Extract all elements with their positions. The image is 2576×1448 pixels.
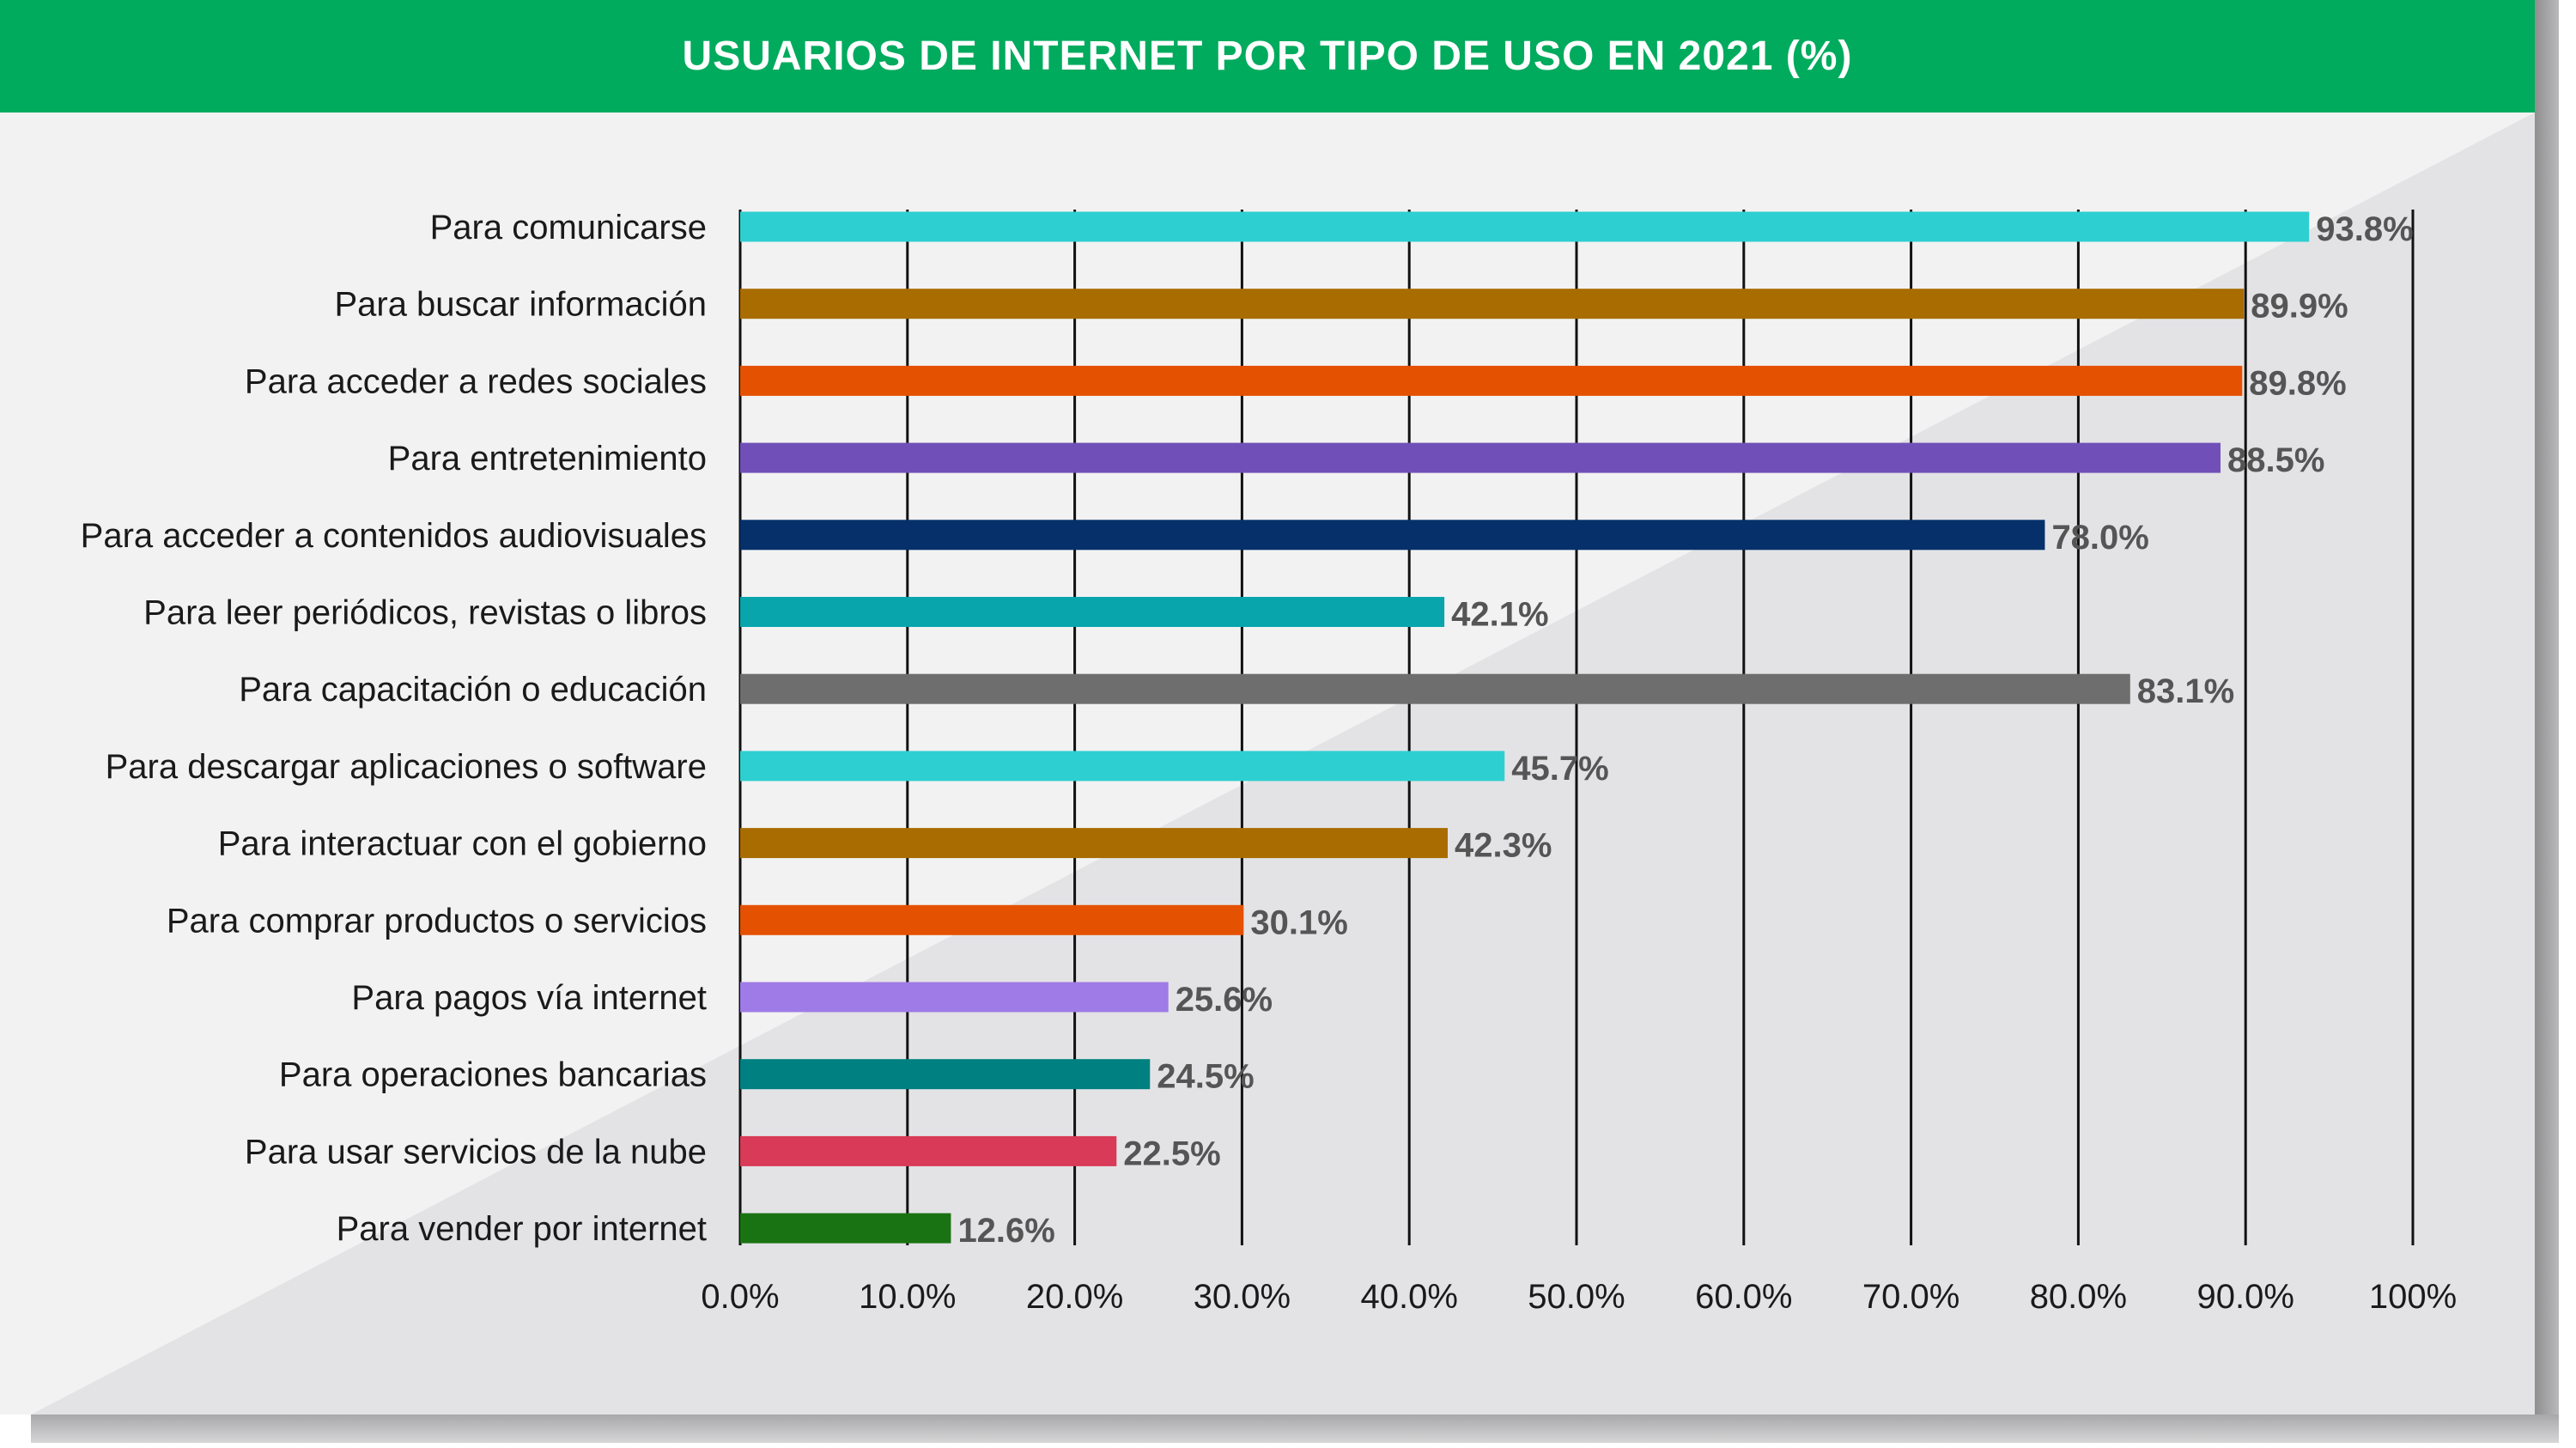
value-label: 42.1% xyxy=(1451,596,1548,634)
bar xyxy=(740,1059,1151,1090)
value-label: 83.1% xyxy=(2137,672,2234,710)
bar xyxy=(740,1135,1117,1166)
value-label: 25.6% xyxy=(1176,981,1273,1019)
bar xyxy=(740,520,2045,551)
category-label: Para entretenimiento xyxy=(388,440,707,478)
card-shadow-right xyxy=(2535,0,2559,1443)
value-label: 12.6% xyxy=(957,1212,1054,1250)
category-label: Para acceder a redes sociales xyxy=(245,362,707,400)
header-banner: USUARIOS DE INTERNET POR TIPO DE USO EN … xyxy=(0,0,2535,113)
category-label: Para comunicarse xyxy=(430,209,707,246)
category-label: Para acceder a contenidos audiovisuales xyxy=(81,517,707,555)
x-tick-label: 40.0% xyxy=(1360,1278,1457,1316)
value-label: 89.9% xyxy=(2251,288,2348,325)
x-tick-label: 30.0% xyxy=(1194,1278,1291,1316)
x-tick-label: 20.0% xyxy=(1026,1278,1123,1316)
category-label: Para comprar productos o servicios xyxy=(167,902,707,940)
category-label: Para interactuar con el gobierno xyxy=(218,825,707,863)
value-label: 93.8% xyxy=(2316,210,2413,248)
bar xyxy=(740,365,2243,396)
value-label: 24.5% xyxy=(1157,1058,1254,1096)
bar xyxy=(740,211,2310,242)
bar xyxy=(740,982,1169,1013)
x-tick-label: 90.0% xyxy=(2196,1278,2293,1316)
x-tick-label: 10.0% xyxy=(859,1278,956,1316)
x-tick-label: 60.0% xyxy=(1695,1278,1792,1316)
bar xyxy=(740,1213,951,1244)
bar xyxy=(740,289,2245,319)
category-label: Para operaciones bancarias xyxy=(279,1056,707,1094)
category-label: Para descargar aplicaciones o software xyxy=(106,748,707,786)
bar-chart: 0.0% 10.0% 20.0% 30.0% 40.0% 50.0% 60.0% 70.0% 8… xyxy=(81,209,2458,1316)
category-label: Para vender por internet xyxy=(337,1210,707,1248)
chart-card: USUARIOS DE INTERNET POR TIPO DE USO EN … xyxy=(0,0,2535,1415)
value-label: 88.5% xyxy=(2227,441,2324,479)
x-tick-label: 80.0% xyxy=(2030,1278,2127,1316)
bar xyxy=(740,442,2221,473)
category-label: Para leer periódicos, revistas o libros xyxy=(143,594,707,632)
x-tick-label: 50.0% xyxy=(1528,1278,1625,1316)
bar xyxy=(740,828,1449,859)
value-label: 30.1% xyxy=(1250,903,1347,941)
x-tick-label: 70.0% xyxy=(1862,1278,1959,1316)
category-label: Para buscar información xyxy=(334,286,707,324)
value-label: 89.8% xyxy=(2249,364,2346,402)
chart-title: USUARIOS DE INTERNET POR TIPO DE USO EN … xyxy=(682,33,1853,79)
card-shadow-bottom xyxy=(31,1415,2559,1443)
category-label: Para capacitación o educación xyxy=(239,671,707,709)
value-label: 45.7% xyxy=(1511,750,1608,788)
value-label: 42.3% xyxy=(1455,827,1552,865)
bar xyxy=(740,597,1445,627)
x-tick-label: 0.0% xyxy=(701,1278,779,1316)
bar xyxy=(740,904,1244,935)
value-label: 22.5% xyxy=(1123,1135,1220,1172)
bar xyxy=(740,751,1505,782)
category-label: Para pagos vía internet xyxy=(351,979,707,1017)
x-tick-label: 100% xyxy=(2369,1278,2457,1316)
category-label: Para usar servicios de la nube xyxy=(245,1133,707,1171)
bar xyxy=(740,673,2130,704)
value-label: 78.0% xyxy=(2051,519,2148,557)
